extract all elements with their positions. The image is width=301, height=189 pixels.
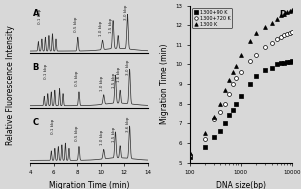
1300+90 K (239, 95, 243, 97)
1300 K (282, 12, 286, 15)
Text: 0.5 kbp: 0.5 kbp (74, 16, 78, 32)
Text: 0.1 kbp: 0.1 kbp (51, 118, 55, 134)
Text: 3.6 kbp: 3.6 kbp (126, 117, 130, 132)
1300 K (224, 89, 227, 91)
1300+720 K (219, 110, 222, 113)
Text: 1.0 kbp: 1.0 kbp (99, 21, 103, 36)
1300+720 K (270, 42, 273, 44)
1300+720 K (224, 103, 227, 105)
1300+90 K (224, 122, 227, 124)
1300+90 K (270, 67, 273, 70)
1300+720 K (188, 153, 191, 156)
1300+720 K (279, 36, 282, 38)
1300 K (279, 14, 282, 17)
1300+90 K (285, 60, 289, 63)
X-axis label: DNA size(bp): DNA size(bp) (216, 181, 266, 189)
Y-axis label: Migration Time (min): Migration Time (min) (160, 44, 169, 124)
Text: 0.5 kbp: 0.5 kbp (75, 125, 79, 141)
Text: B: B (33, 63, 39, 72)
1300+720 K (212, 118, 216, 121)
1300 K (254, 32, 258, 34)
1300+90 K (212, 136, 216, 138)
Line: 1300 K: 1300 K (188, 8, 294, 155)
1300 K (270, 22, 273, 24)
1300 K (248, 40, 252, 42)
1300+90 K (254, 75, 258, 77)
Line: 1300+90 K: 1300+90 K (188, 59, 294, 159)
1300+720 K (231, 83, 235, 85)
1300+90 K (231, 108, 235, 111)
Text: Relative Fluorescence Intensity: Relative Fluorescence Intensity (6, 25, 15, 145)
1300 K (219, 103, 222, 105)
1300 K (228, 79, 231, 81)
1300+90 K (275, 63, 278, 66)
1300 K (288, 9, 291, 12)
1300+720 K (203, 138, 207, 140)
1300 K (239, 53, 243, 56)
1300+90 K (290, 60, 294, 62)
1300+90 K (288, 60, 291, 63)
Text: D: D (280, 10, 287, 19)
1300 K (263, 26, 267, 28)
1300+90 K (263, 69, 267, 71)
1300 K (231, 71, 235, 74)
Text: C: C (33, 118, 39, 127)
1300+720 K (290, 31, 294, 33)
1300+720 K (285, 33, 289, 35)
Text: 3.0 kbp: 3.0 kbp (124, 5, 128, 20)
1300+720 K (228, 93, 231, 95)
1300+90 K (188, 156, 191, 158)
Text: 0.5 kbp: 0.5 kbp (75, 71, 79, 86)
1300 K (212, 116, 216, 119)
1300 K (203, 132, 207, 134)
1300 K (275, 18, 278, 21)
1300+90 K (203, 146, 207, 148)
Text: 0.1 kbp: 0.1 kbp (38, 9, 42, 24)
1300+720 K (239, 71, 243, 74)
1300+720 K (275, 38, 278, 40)
Text: 3.0 kbp: 3.0 kbp (126, 59, 130, 75)
Text: A: A (33, 9, 39, 18)
1300+90 K (234, 103, 238, 105)
1300 K (290, 9, 294, 11)
1300+90 K (279, 61, 282, 64)
Text: 1.5 kbp: 1.5 kbp (109, 18, 113, 33)
1300+90 K (248, 83, 252, 85)
1300+90 K (219, 130, 222, 132)
Text: 1.6 kbp: 1.6 kbp (117, 67, 121, 82)
1300+720 K (282, 34, 286, 36)
X-axis label: Migration Time (min): Migration Time (min) (49, 181, 129, 189)
1300+720 K (263, 46, 267, 48)
Text: 0.1 kbp: 0.1 kbp (44, 64, 48, 79)
Text: 1.5 kbp: 1.5 kbp (112, 72, 116, 88)
Legend: 1300+90 K, 1300+720 K, 1300 K: 1300+90 K, 1300+720 K, 1300 K (192, 8, 232, 28)
1300+90 K (228, 114, 231, 117)
1300+720 K (248, 60, 252, 62)
1300+720 K (234, 77, 238, 79)
1300 K (285, 10, 289, 13)
1300+720 K (254, 53, 258, 56)
Text: 1.5 kbp: 1.5 kbp (112, 127, 116, 142)
Line: 1300+720 K: 1300+720 K (188, 30, 294, 157)
1300 K (188, 152, 191, 154)
1300+90 K (282, 61, 286, 64)
1300 K (234, 65, 238, 68)
1300+720 K (288, 32, 291, 34)
Text: 1.0 kbp: 1.0 kbp (100, 130, 104, 145)
Text: 1.0 kbp: 1.0 kbp (100, 75, 104, 91)
